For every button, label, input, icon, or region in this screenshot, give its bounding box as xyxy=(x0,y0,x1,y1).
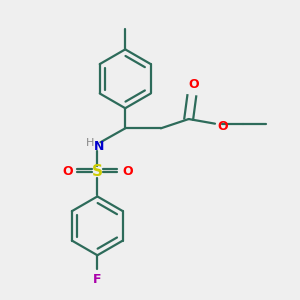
Text: S: S xyxy=(92,164,103,179)
Text: O: O xyxy=(188,78,199,91)
Text: N: N xyxy=(94,140,104,153)
Text: O: O xyxy=(122,165,133,178)
Text: O: O xyxy=(62,165,73,178)
Text: H: H xyxy=(85,138,94,148)
Text: O: O xyxy=(218,120,228,133)
Text: F: F xyxy=(93,273,102,286)
